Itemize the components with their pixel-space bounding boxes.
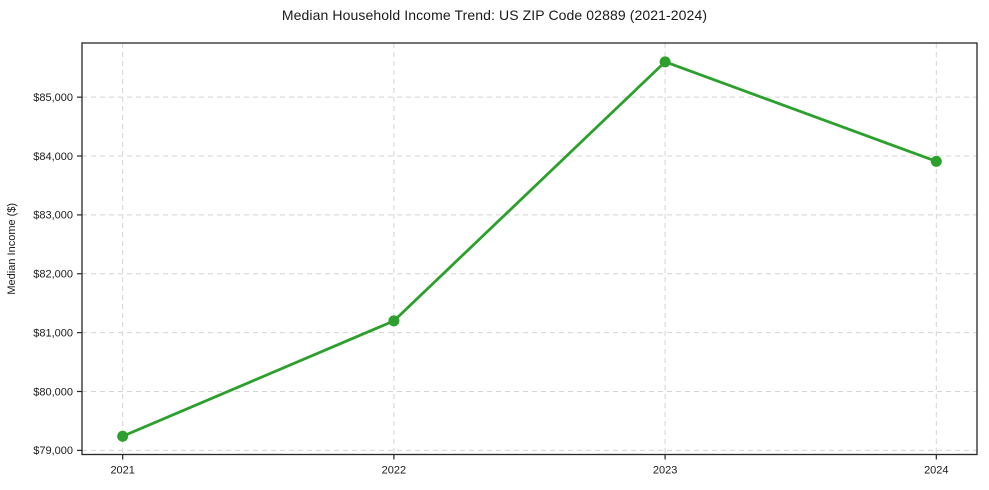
y-tick-label: $83,000 — [33, 210, 73, 222]
y-tick-label: $80,000 — [33, 386, 73, 398]
x-tick-label: 2024 — [924, 465, 948, 477]
data-point-2022 — [388, 315, 400, 327]
x-tick-label: 2022 — [382, 465, 406, 477]
trend-line — [121, 60, 938, 438]
data-point-2023 — [659, 56, 671, 68]
y-tick-label: $82,000 — [33, 269, 73, 281]
plot-border — [81, 42, 978, 456]
data-point-2024 — [930, 155, 942, 167]
y-tick-label: $81,000 — [33, 327, 73, 339]
chart-title: Median Household Income Trend: US ZIP Co… — [281, 7, 708, 23]
y-tick-label: $79,000 — [33, 445, 73, 457]
y-tick-label: $84,000 — [33, 151, 73, 163]
data-point-2021 — [117, 430, 129, 442]
x-tick-label: 2023 — [653, 465, 677, 477]
y-tick-label: $85,000 — [33, 92, 73, 104]
x-tick-label: 2021 — [110, 465, 134, 477]
y-axis-title: Median Income ($) — [6, 203, 18, 295]
